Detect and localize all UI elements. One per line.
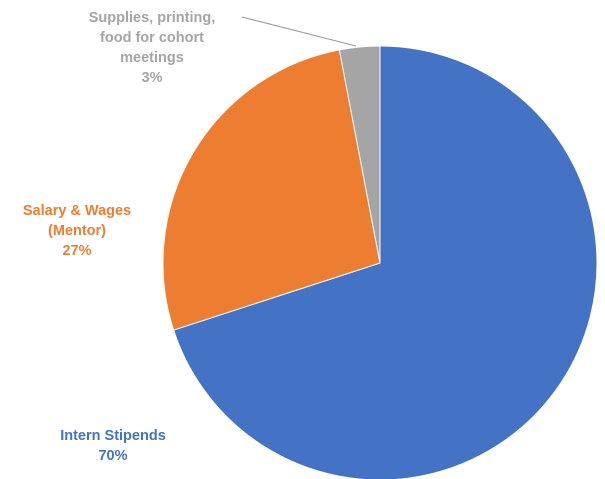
data-label-percent-intern-stipends: 70%	[98, 448, 127, 464]
data-label-text-salary-wages-mentor: Salary & Wages	[23, 203, 131, 219]
pie-slice-intern-stipends	[172, 45, 598, 479]
data-label-text-supplies: food for cohort	[100, 30, 204, 46]
data-label-text-supplies: Supplies, printing,	[89, 10, 215, 26]
data-label-text-supplies: meetings	[120, 50, 184, 66]
data-label-percent-salary-wages-mentor: 27%	[62, 243, 91, 259]
data-label-intern-stipends: Intern Stipends 70%	[60, 428, 166, 464]
data-label-supplies: Supplies, printing, food for cohort meetin…	[89, 10, 215, 86]
pie-slice-supplies	[338, 45, 381, 264]
data-label-text-salary-wages-mentor: (Mentor)	[48, 223, 106, 239]
supplies-leader-line	[241, 16, 357, 47]
data-label-text-intern-stipends: Intern Stipends	[60, 428, 166, 444]
pie-slices	[162, 45, 598, 479]
data-label-percent-supplies: 3%	[142, 70, 163, 86]
data-label-salary-wages-mentor: Salary & Wages (Mentor) 27%	[23, 203, 131, 259]
pie-slice-salary-wages-mentor	[162, 49, 381, 331]
pie-data-labels: Intern Stipends 70% Salary & Wages (Mentor)…	[23, 10, 215, 464]
